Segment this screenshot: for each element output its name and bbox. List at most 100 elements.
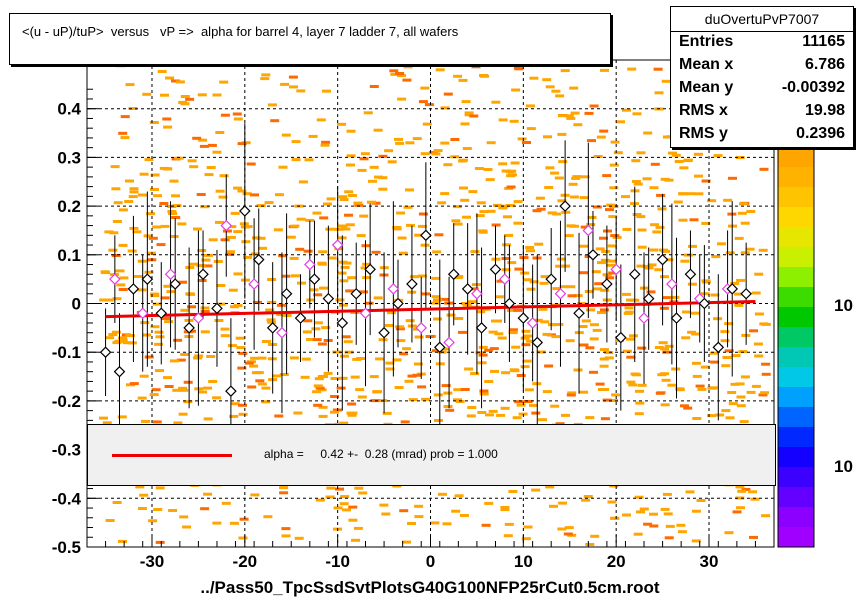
heatmap-cell <box>508 328 518 332</box>
magenta-profile-point <box>471 287 483 300</box>
heatmap-cell <box>680 404 689 408</box>
heatmap-cell <box>142 92 152 96</box>
heatmap-cell <box>203 417 213 421</box>
heatmap-cell <box>137 288 147 292</box>
heatmap-cell <box>748 490 758 494</box>
heatmap-cell <box>668 151 677 155</box>
heatmap-cell <box>504 233 514 237</box>
heatmap-cell <box>289 256 299 260</box>
heatmap-cell <box>180 102 190 106</box>
heatmap-cell <box>493 319 503 323</box>
heatmap-cell <box>237 189 247 193</box>
heatmap-cell <box>152 420 162 424</box>
heatmap-cell <box>479 392 489 396</box>
heatmap-cell <box>320 143 330 147</box>
heatmap-cell <box>386 311 396 315</box>
heatmap-cell <box>264 201 274 205</box>
heatmap-cell <box>607 244 617 248</box>
heatmap-cell <box>476 310 486 314</box>
heatmap-cell <box>135 485 145 489</box>
heatmap-cell <box>319 216 329 220</box>
heatmap-cell <box>634 495 644 499</box>
heatmap-cell <box>728 176 737 180</box>
heatmap-cell <box>586 308 596 312</box>
heatmap-cell <box>430 521 440 525</box>
black-profile-point <box>211 302 223 315</box>
heatmap-cell <box>542 332 552 336</box>
heatmap-cell <box>643 522 653 526</box>
heatmap-cell <box>256 236 266 240</box>
fit-legend-line <box>112 454 232 457</box>
magenta-profile-point <box>666 278 678 290</box>
heatmap-cell <box>722 356 732 359</box>
heatmap-cell <box>740 221 750 225</box>
heatmap-cell <box>637 245 647 249</box>
heatmap-cell <box>591 270 601 274</box>
heatmap-cell <box>281 133 291 137</box>
heatmap-cell <box>156 243 166 247</box>
heatmap-cell <box>385 361 395 365</box>
heatmap-cell <box>484 501 494 505</box>
heatmap-cell <box>343 340 353 344</box>
heatmap-cell <box>119 276 129 280</box>
heatmap-cell <box>573 123 583 127</box>
palette-swatch <box>778 427 814 448</box>
heatmap-cell <box>373 296 383 300</box>
heatmap-cell <box>394 386 404 389</box>
heatmap-cell <box>400 420 410 424</box>
heatmap-cell <box>725 416 735 420</box>
heatmap-cell <box>471 283 481 287</box>
heatmap-cell <box>117 415 127 419</box>
heatmap-cell <box>687 282 697 286</box>
heatmap-cell <box>470 372 480 376</box>
heatmap-cell <box>373 128 383 132</box>
heatmap-cell <box>214 319 224 322</box>
heatmap-cell <box>396 211 406 215</box>
black-profile-point <box>239 205 251 217</box>
y-tick-label: 0.2 <box>57 197 81 216</box>
heatmap-cell <box>336 386 346 390</box>
palette-swatch <box>778 367 814 388</box>
black-profile-point <box>726 283 739 295</box>
heatmap-cell <box>189 262 199 266</box>
heatmap-cell <box>235 336 245 340</box>
heatmap-cell <box>206 355 216 358</box>
heatmap-cell <box>397 74 406 78</box>
heatmap-cell <box>216 302 226 306</box>
heatmap-cell <box>164 385 174 388</box>
stats-separator <box>671 31 853 32</box>
heatmap-cell <box>105 519 115 522</box>
heatmap-cell <box>467 300 477 304</box>
heatmap-cell <box>149 393 159 397</box>
stats-value: 11165 <box>802 33 845 50</box>
heatmap-cell <box>220 334 230 338</box>
y-tick-label: 0.3 <box>57 148 81 167</box>
heatmap-cell <box>276 303 286 307</box>
heatmap-cell <box>654 268 664 272</box>
heatmap-cell <box>531 411 541 415</box>
heatmap-cell <box>509 368 519 372</box>
heatmap-cell <box>554 323 564 326</box>
heatmap-cell <box>621 195 630 199</box>
heatmap-cell <box>551 335 561 339</box>
heatmap-cell <box>394 137 403 141</box>
heatmap-cell <box>341 335 351 339</box>
heatmap-cell <box>600 308 609 312</box>
heatmap-cell <box>548 323 557 327</box>
heatmap-cell <box>155 369 164 373</box>
x-tick-label: -30 <box>140 552 165 571</box>
heatmap-cell <box>348 518 358 522</box>
fit-line-segment <box>105 300 756 319</box>
heatmap-cell <box>162 117 172 121</box>
heatmap-cell <box>354 203 364 207</box>
heatmap-cell <box>127 341 137 345</box>
heatmap-cell <box>526 249 535 253</box>
heatmap-cell <box>535 196 545 200</box>
heatmap-cell <box>664 344 674 348</box>
heatmap-cell <box>460 198 470 202</box>
heatmap-cell <box>513 66 523 70</box>
heatmap-cell <box>125 83 135 87</box>
magenta-profile-point <box>610 263 622 276</box>
heatmap-cell <box>496 413 506 417</box>
heatmap-cell <box>454 317 464 320</box>
